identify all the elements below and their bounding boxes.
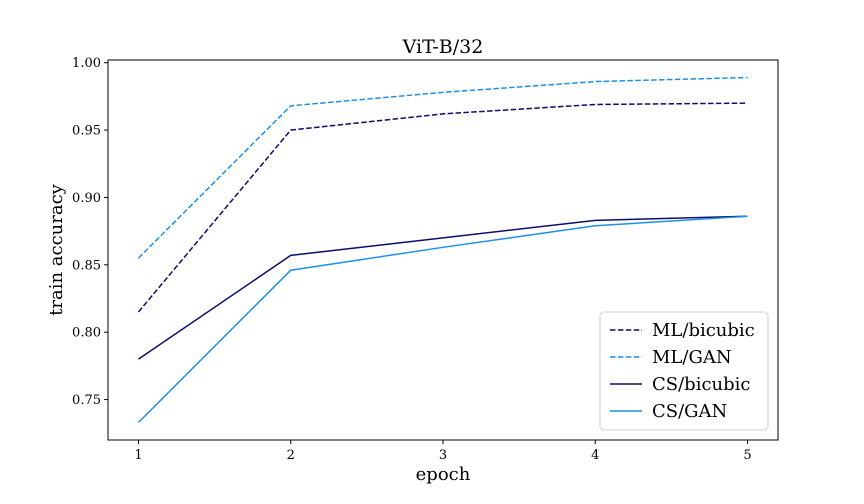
series-line-ml-gan: [137, 76, 748, 259]
x-tick-label: 4: [591, 448, 599, 463]
series-line-cs-gan: [137, 215, 748, 424]
legend-entry-label: ML/GAN: [652, 347, 732, 368]
x-tick-label: 1: [134, 448, 142, 463]
series-line-ml-bicubic: [137, 102, 748, 313]
y-tick-label: 0.85: [72, 258, 101, 273]
plot-lines: [137, 76, 748, 424]
y-tick-label: 0.95: [72, 124, 101, 139]
x-tick-label: 3: [439, 448, 447, 463]
y-axis-ticks: 0.75 0.80 0.85 0.90 0.95 1.00: [72, 56, 108, 408]
y-tick-label: 0.75: [72, 393, 101, 408]
legend-entry-label: CS/GAN: [652, 401, 727, 422]
chart-title: ViT-B/32: [402, 36, 484, 58]
y-tick-label: 0.80: [72, 326, 101, 341]
x-tick-label: 2: [287, 448, 295, 463]
x-axis-ticks: 1 2 3 4 5: [134, 440, 752, 463]
y-tick-label: 0.90: [72, 191, 101, 206]
y-tick-label: 1.00: [72, 56, 101, 71]
x-tick-label: 5: [743, 448, 751, 463]
y-axis-label: train accuracy: [46, 183, 67, 316]
legend-box: [599, 311, 769, 431]
x-axis-label: epoch: [416, 464, 471, 485]
legend-entry-label: ML/bicubic: [652, 320, 755, 341]
series-line-cs-bicubic: [138, 215, 748, 360]
legend: ML/bicubic ML/GAN CS/bicubic CS/GAN: [599, 311, 769, 431]
legend-entry-label: CS/bicubic: [652, 374, 750, 395]
